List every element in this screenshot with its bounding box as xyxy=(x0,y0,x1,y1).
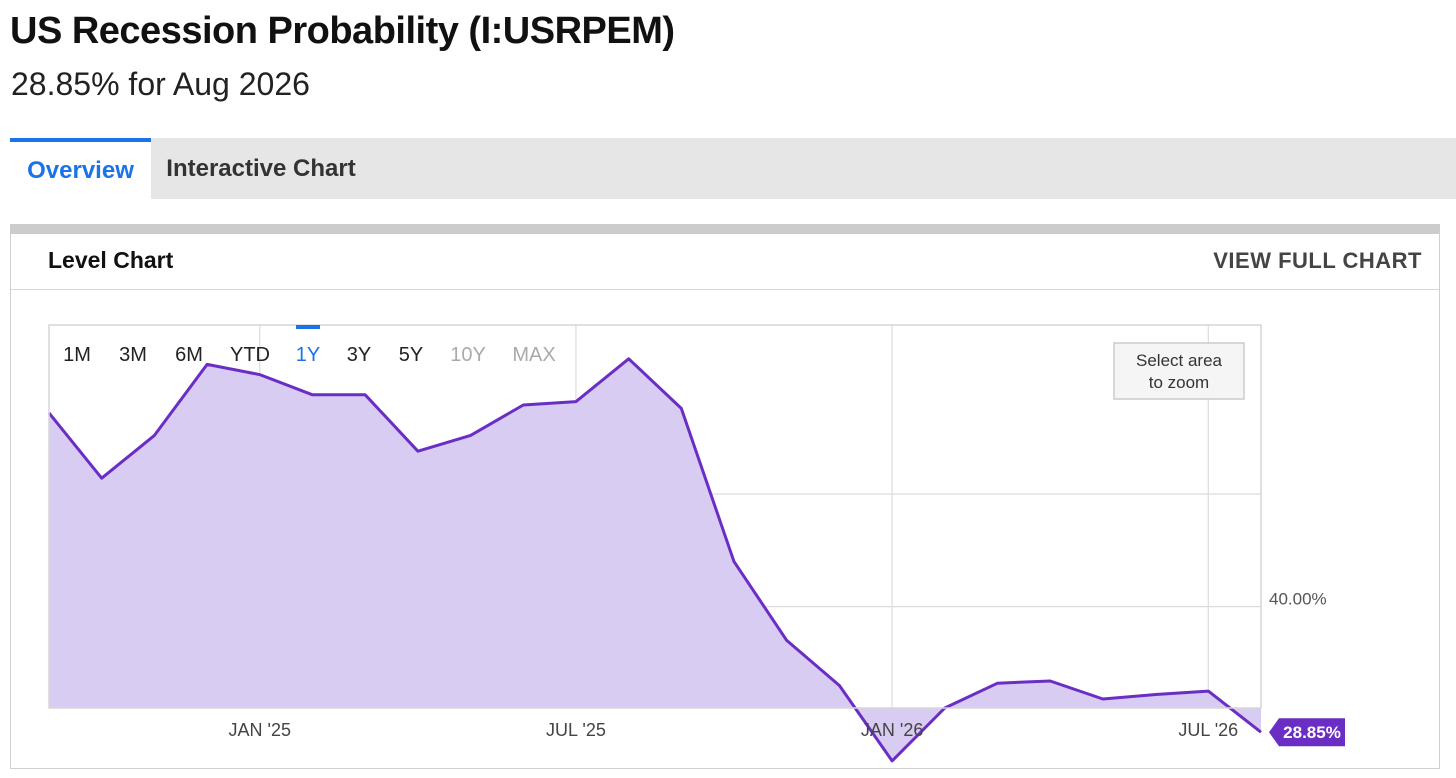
plot-border xyxy=(48,324,1262,709)
range-button-1m[interactable]: 1M xyxy=(63,344,91,366)
page-title: US Recession Probability (I:USRPEM) xyxy=(10,10,675,52)
x-tick-label: JUL '26 xyxy=(1178,720,1238,740)
panel-header: Level Chart VIEW FULL CHART xyxy=(11,234,1439,290)
range-button-6m[interactable]: 6M xyxy=(175,344,203,366)
view-full-chart-link[interactable]: VIEW FULL CHART xyxy=(1213,248,1422,273)
level-chart-panel: Level Chart VIEW FULL CHART JAN '25 JUL '… xyxy=(10,224,1440,769)
level-chart[interactable]: JAN '25 JUL '25 JAN '26 JUL '26 40.00% 28.85%… xyxy=(11,234,1439,768)
zoom-hint-line-1: Select area xyxy=(1136,351,1223,370)
range-button-3m[interactable]: 3M xyxy=(119,344,147,366)
zoom-hint-line-2: to zoom xyxy=(1149,373,1209,392)
x-tick-label: JUL '25 xyxy=(546,720,606,740)
tab-interactive-chart[interactable]: Interactive Chart xyxy=(166,155,356,182)
range-button-5y[interactable]: 5Y xyxy=(399,344,423,366)
range-button-ytd[interactable]: YTD xyxy=(230,344,270,366)
series-line xyxy=(47,357,1262,763)
active-range-indicator xyxy=(296,325,320,329)
last-value-label: 28.85% xyxy=(1283,723,1341,742)
range-button-1y[interactable]: 1Y xyxy=(296,344,320,366)
x-tick-label: JAN '25 xyxy=(229,720,291,740)
tab-overview[interactable]: Overview xyxy=(10,138,151,199)
series-area xyxy=(49,358,1261,761)
tab-bar: Overview Interactive Chart xyxy=(10,138,1456,199)
zoom-hint-box: Select area to zoom xyxy=(1113,342,1245,400)
range-button-max: MAX xyxy=(512,344,555,366)
range-button-10y: 10Y xyxy=(450,344,486,366)
range-button-3y[interactable]: 3Y xyxy=(347,344,371,366)
y-tick-label: 40.00% xyxy=(1269,590,1327,609)
last-value-badge xyxy=(1269,718,1345,747)
latest-value-subtitle: 28.85% for Aug 2026 xyxy=(11,66,310,102)
panel-title: Level Chart xyxy=(48,247,174,273)
x-tick-label: JAN '26 xyxy=(861,720,923,740)
